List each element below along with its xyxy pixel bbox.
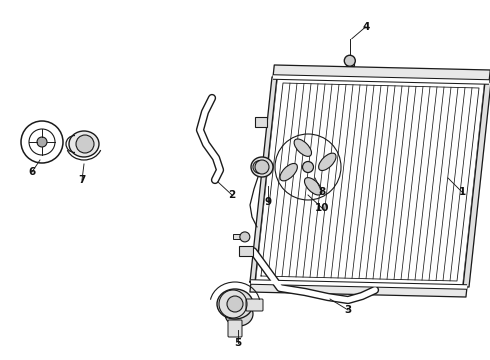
Polygon shape bbox=[273, 65, 490, 82]
Text: 4: 4 bbox=[362, 22, 369, 32]
Text: 2: 2 bbox=[228, 190, 236, 200]
Text: 5: 5 bbox=[234, 338, 242, 348]
Text: 6: 6 bbox=[28, 167, 36, 177]
Ellipse shape bbox=[69, 131, 99, 157]
Circle shape bbox=[344, 55, 355, 66]
Polygon shape bbox=[250, 77, 277, 282]
Circle shape bbox=[255, 160, 269, 174]
Ellipse shape bbox=[304, 177, 322, 195]
Ellipse shape bbox=[217, 289, 253, 319]
Text: 3: 3 bbox=[344, 305, 352, 315]
Circle shape bbox=[240, 232, 250, 242]
FancyBboxPatch shape bbox=[228, 320, 242, 337]
Ellipse shape bbox=[225, 302, 253, 326]
Polygon shape bbox=[250, 282, 467, 297]
Ellipse shape bbox=[294, 139, 312, 156]
Bar bbox=[233, 234, 245, 239]
Text: 1: 1 bbox=[458, 187, 466, 197]
Polygon shape bbox=[463, 82, 490, 287]
Circle shape bbox=[37, 137, 47, 147]
Ellipse shape bbox=[251, 157, 273, 177]
Text: 10: 10 bbox=[315, 203, 329, 213]
Text: 7: 7 bbox=[78, 175, 86, 185]
Circle shape bbox=[302, 162, 314, 172]
Ellipse shape bbox=[280, 163, 297, 181]
FancyBboxPatch shape bbox=[239, 246, 253, 256]
Text: 9: 9 bbox=[265, 197, 271, 207]
Text: 8: 8 bbox=[318, 187, 326, 197]
Bar bbox=[346, 61, 354, 66]
Circle shape bbox=[76, 135, 94, 153]
FancyBboxPatch shape bbox=[246, 299, 263, 311]
Ellipse shape bbox=[318, 153, 336, 171]
Circle shape bbox=[227, 296, 243, 312]
FancyBboxPatch shape bbox=[255, 117, 267, 127]
